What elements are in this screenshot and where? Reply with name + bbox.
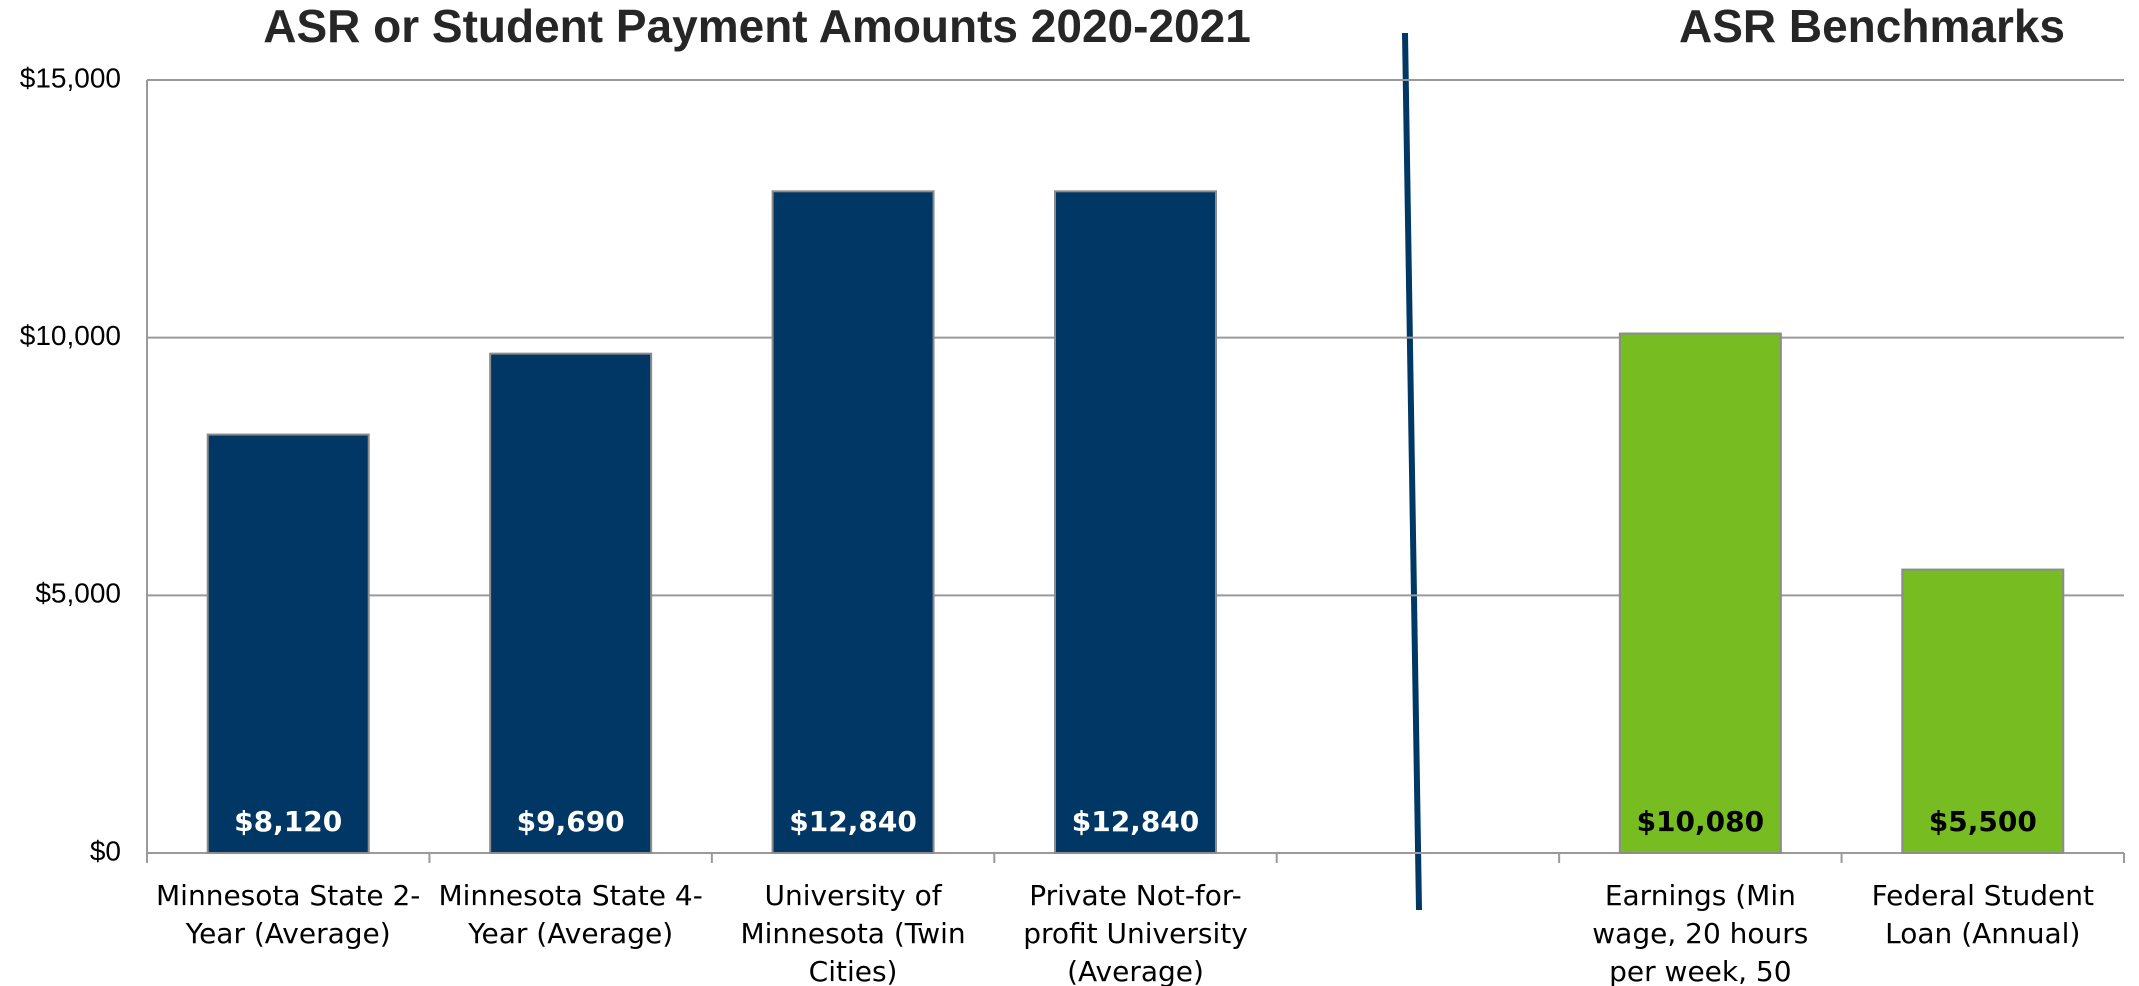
x-tick-label: Federal Student Loan (Annual) [1871, 879, 2094, 950]
value-label: $8,120 [234, 805, 342, 838]
value-label: $12,840 [789, 805, 917, 838]
bar [1054, 190, 1217, 854]
y-tick-label: $5,000 [35, 578, 121, 609]
x-tick-label: Earnings (Min wage, 20 hours per week, 5… [1592, 879, 1809, 986]
bar [771, 190, 935, 854]
value-label: $5,500 [1929, 805, 2037, 838]
x-tick-label: Minnesota State 2-Year (Average) [156, 879, 421, 950]
bar [1901, 568, 2065, 854]
chart-subtitle: ASR Benchmarks [1679, 0, 2065, 52]
divider [1402, 32, 1422, 911]
y-tick-label: $10,000 [20, 320, 121, 351]
y-tick-label: $0 [90, 835, 121, 866]
x-tick-label: University of Minnesota (Twin Cities) [740, 879, 966, 986]
value-label: $9,690 [517, 805, 625, 838]
bar [489, 352, 653, 854]
value-label: $12,840 [1072, 805, 1200, 838]
x-tick-label: Private Not-for-profit University (Avera… [1023, 879, 1248, 986]
y-tick-label: $15,000 [20, 62, 121, 93]
chart-title: ASR or Student Payment Amounts 2020-2021 [263, 0, 1251, 52]
bar [206, 433, 370, 854]
value-label: $10,080 [1637, 805, 1765, 838]
x-tick-label: Minnesota State 4-Year (Average) [438, 879, 703, 950]
bar [1618, 332, 1782, 854]
